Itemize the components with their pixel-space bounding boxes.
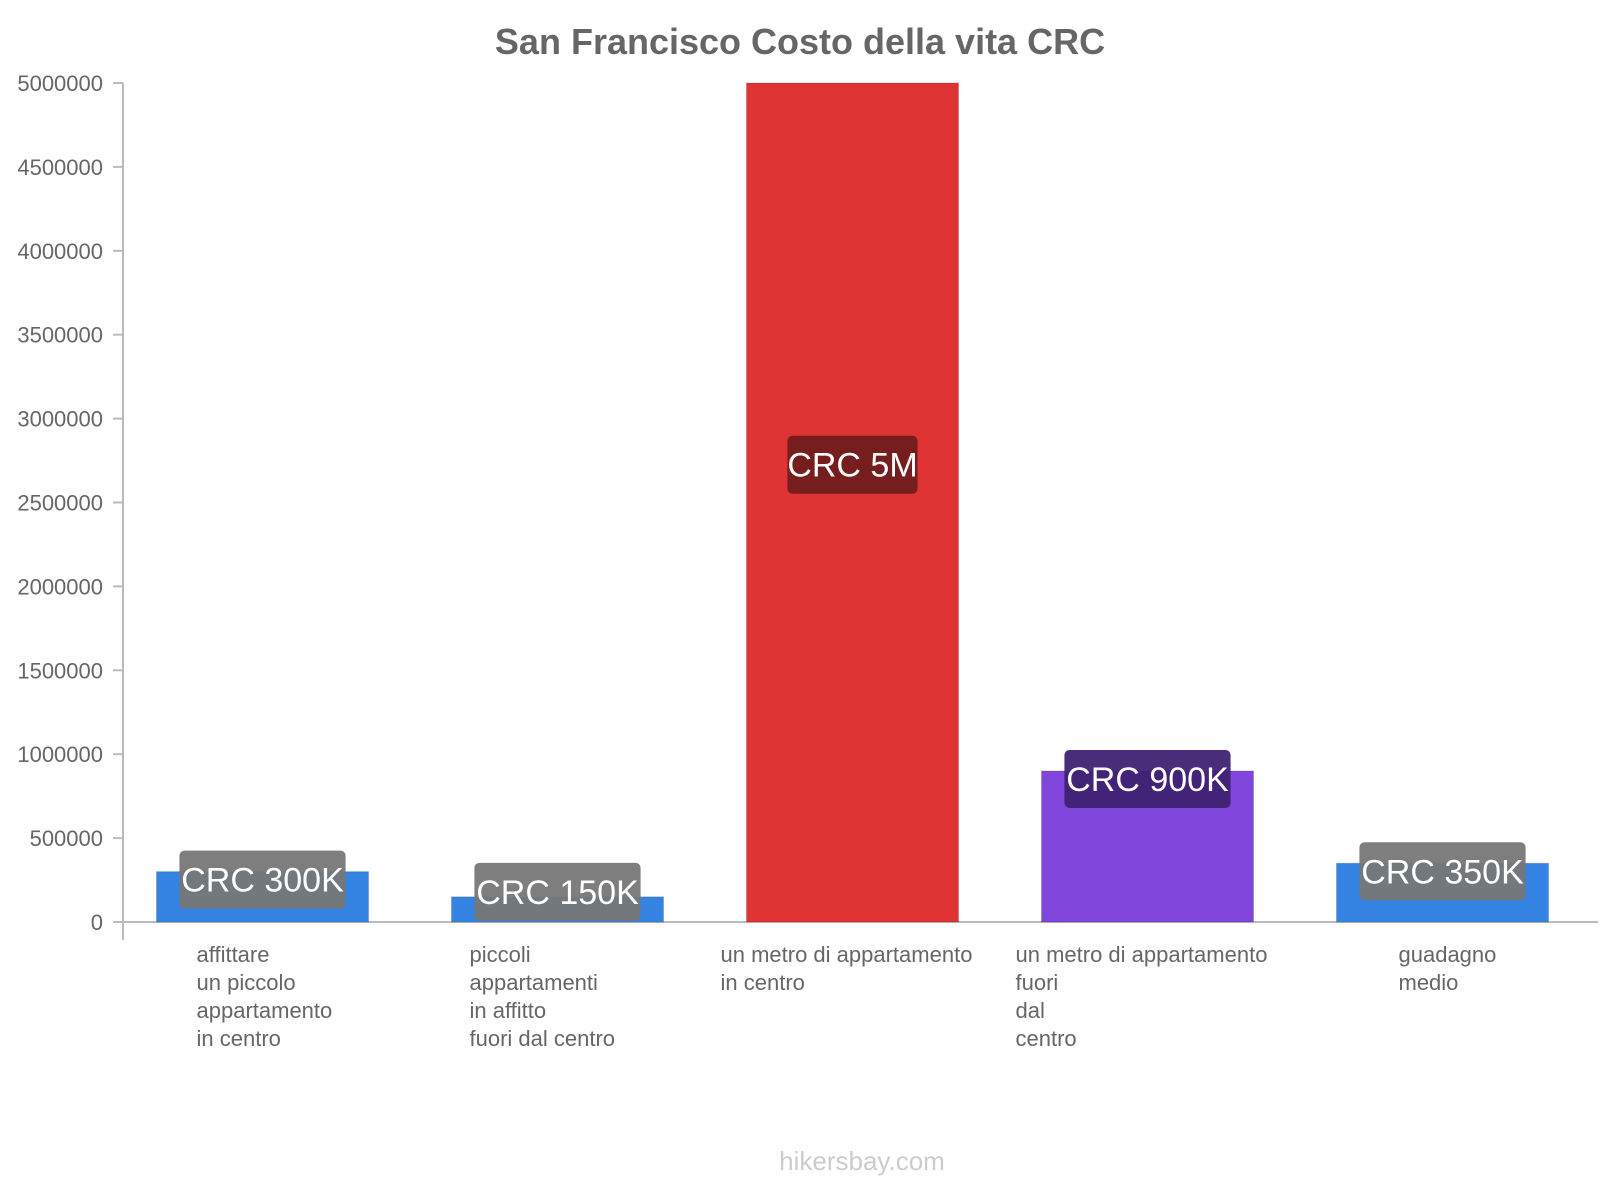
data-label-box xyxy=(1064,749,1231,808)
x-category-label: centro xyxy=(1016,1026,1077,1051)
y-tick-label: 1000000 xyxy=(17,742,103,767)
x-category-label: un piccolo xyxy=(197,970,296,995)
x-category-label: appartamenti xyxy=(470,970,598,995)
x-category-label: in centro xyxy=(197,1026,281,1051)
data-labels-group: CRC 300K CRC 150K CRC 5M CRC 900K CRC 350K xyxy=(179,435,1526,921)
x-category-label: fuori dal centro xyxy=(470,1026,616,1051)
category-labels-group: affittare un piccolo appartamento in centro… xyxy=(197,942,1497,1051)
x-category-label: appartamento xyxy=(197,998,333,1023)
x-category-label: in centro xyxy=(721,970,805,995)
y-tick-label: 500000 xyxy=(30,826,103,851)
chart-title: San Francisco Costo della vita CRC xyxy=(495,21,1105,62)
y-tick-label: 2500000 xyxy=(17,491,103,516)
footer-watermark[interactable]: hikersbay.com xyxy=(779,1146,945,1176)
y-tick-label: 2000000 xyxy=(17,574,103,599)
x-category-label: medio xyxy=(1399,970,1459,995)
y-tick-label: 3000000 xyxy=(17,407,103,432)
data-label: CRC 300K xyxy=(181,862,344,900)
x-category-label: in affitto xyxy=(470,998,547,1023)
x-category-label: affittare xyxy=(197,942,270,967)
bars-group xyxy=(156,82,1549,923)
data-label-box xyxy=(474,862,641,921)
y-tick-label: 4000000 xyxy=(17,239,103,264)
x-category-label: dal xyxy=(1016,998,1045,1023)
data-label: CRC 350K xyxy=(1361,853,1524,891)
data-label-box xyxy=(787,435,918,494)
x-category-label: un metro di appartamento xyxy=(1016,942,1268,967)
bar[interactable] xyxy=(746,82,959,923)
data-label: CRC 150K xyxy=(476,874,639,912)
x-category-label: guadagno xyxy=(1399,942,1497,967)
data-label: CRC 900K xyxy=(1066,761,1229,799)
y-axis: 0 500000 1000000 1500000 2000000 2500000 30000… xyxy=(17,71,124,940)
x-category-label: fuori xyxy=(1016,970,1059,995)
data-label: CRC 5M xyxy=(787,447,917,485)
y-tick-label: 3500000 xyxy=(17,323,103,348)
y-tick-label: 5000000 xyxy=(17,71,103,96)
data-label-box xyxy=(179,850,346,909)
y-tick-label: 1500000 xyxy=(17,658,103,683)
x-category-label: un metro di appartamento xyxy=(721,942,973,967)
y-tick-label: 4500000 xyxy=(17,155,103,180)
y-tick-label: 0 xyxy=(91,910,103,935)
x-category-label: piccoli xyxy=(470,942,531,967)
data-label-box xyxy=(1359,842,1526,901)
